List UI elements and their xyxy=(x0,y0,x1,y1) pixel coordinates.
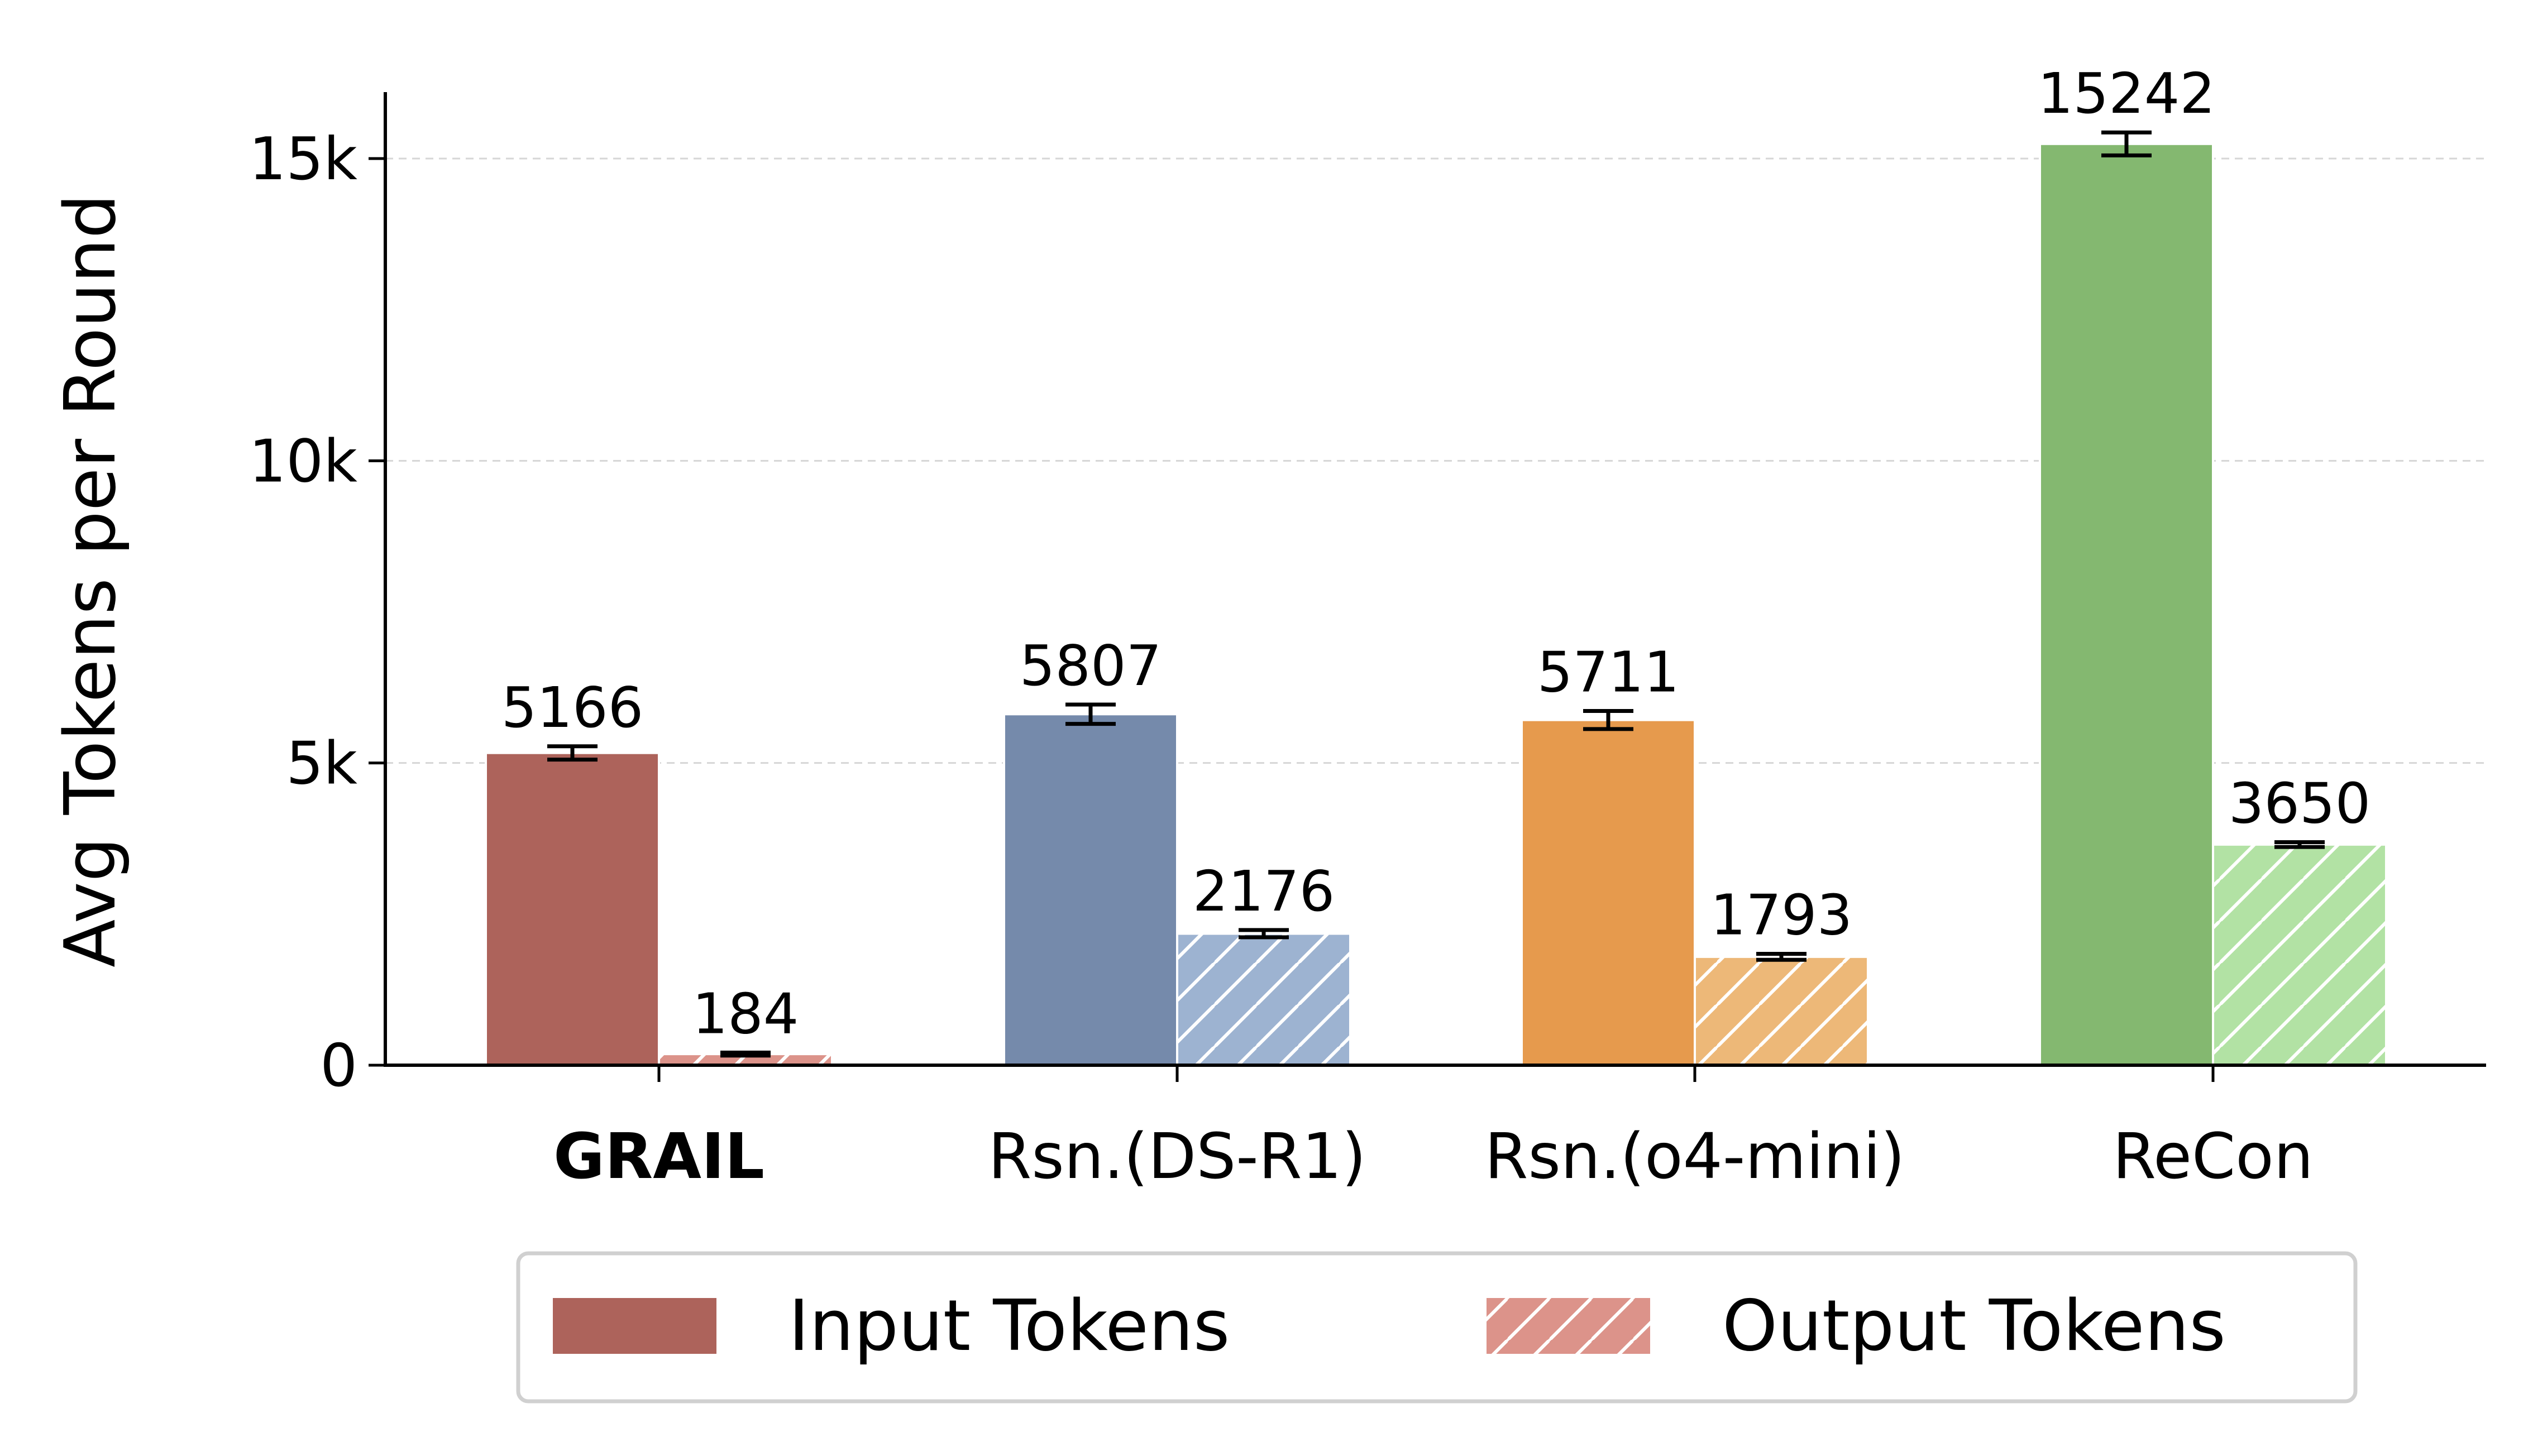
bar-input-tokens xyxy=(485,751,660,1067)
bar-input-tokens xyxy=(1003,713,1178,1066)
y-ticks: 0 5k 10k 15k xyxy=(249,125,385,1100)
error-bar xyxy=(2101,130,2152,157)
gridlines xyxy=(385,157,2486,764)
data-labels: 5166 184 5807 2176 5711 1793 15242 3650 xyxy=(501,61,2371,1046)
y-tick-label: 0 xyxy=(320,1032,357,1100)
axes xyxy=(384,92,2486,1067)
error-bar xyxy=(720,1050,771,1058)
data-label: 15242 xyxy=(2038,61,2215,126)
bar-output-tokens xyxy=(2212,843,2387,1066)
data-label: 5166 xyxy=(501,675,644,740)
y-axis-label: Avg Tokens per Round xyxy=(49,194,131,968)
legend-label-output: Output Tokens xyxy=(1722,1285,2226,1367)
error-bar xyxy=(1239,928,1289,940)
error-bar xyxy=(1583,708,1633,731)
x-tick-label: ReCon xyxy=(2113,1120,2313,1193)
error-bar xyxy=(1756,951,1806,962)
error-bar xyxy=(547,744,598,762)
y-tick-label: 15k xyxy=(249,125,358,193)
legend-swatch-input xyxy=(553,1298,716,1354)
data-label: 5807 xyxy=(1020,633,1162,698)
legend: Input Tokens Output Tokens xyxy=(516,1251,2358,1404)
data-label: 184 xyxy=(692,981,799,1046)
bar-input-tokens xyxy=(1521,719,1696,1066)
y-tick-label: 5k xyxy=(286,730,357,798)
bars xyxy=(485,130,2387,1067)
x-tick-label: Rsn.(o4-mini) xyxy=(1485,1120,1905,1193)
bar-output-tokens xyxy=(1694,955,1869,1066)
error-bar xyxy=(2274,840,2325,849)
error-bar xyxy=(1065,702,1116,726)
x-tick-label: GRAIL xyxy=(553,1120,764,1193)
data-label: 1793 xyxy=(1710,882,1853,947)
y-tick-label: 10k xyxy=(249,427,358,495)
bar-input-tokens xyxy=(2039,142,2214,1067)
x-tick-label: Rsn.(DS-R1) xyxy=(988,1120,1366,1193)
legend-frame xyxy=(516,1251,2358,1404)
data-label: 2176 xyxy=(1193,859,1335,924)
legend-label-input: Input Tokens xyxy=(788,1285,1230,1367)
legend-swatch-output xyxy=(1487,1298,1650,1354)
data-label: 3650 xyxy=(2229,770,2371,836)
x-ticks: GRAIL Rsn.(DS-R1) Rsn.(o4-mini) ReCon xyxy=(553,1065,2314,1193)
bar-output-tokens xyxy=(1176,932,1351,1067)
data-label: 5711 xyxy=(1537,639,1680,705)
